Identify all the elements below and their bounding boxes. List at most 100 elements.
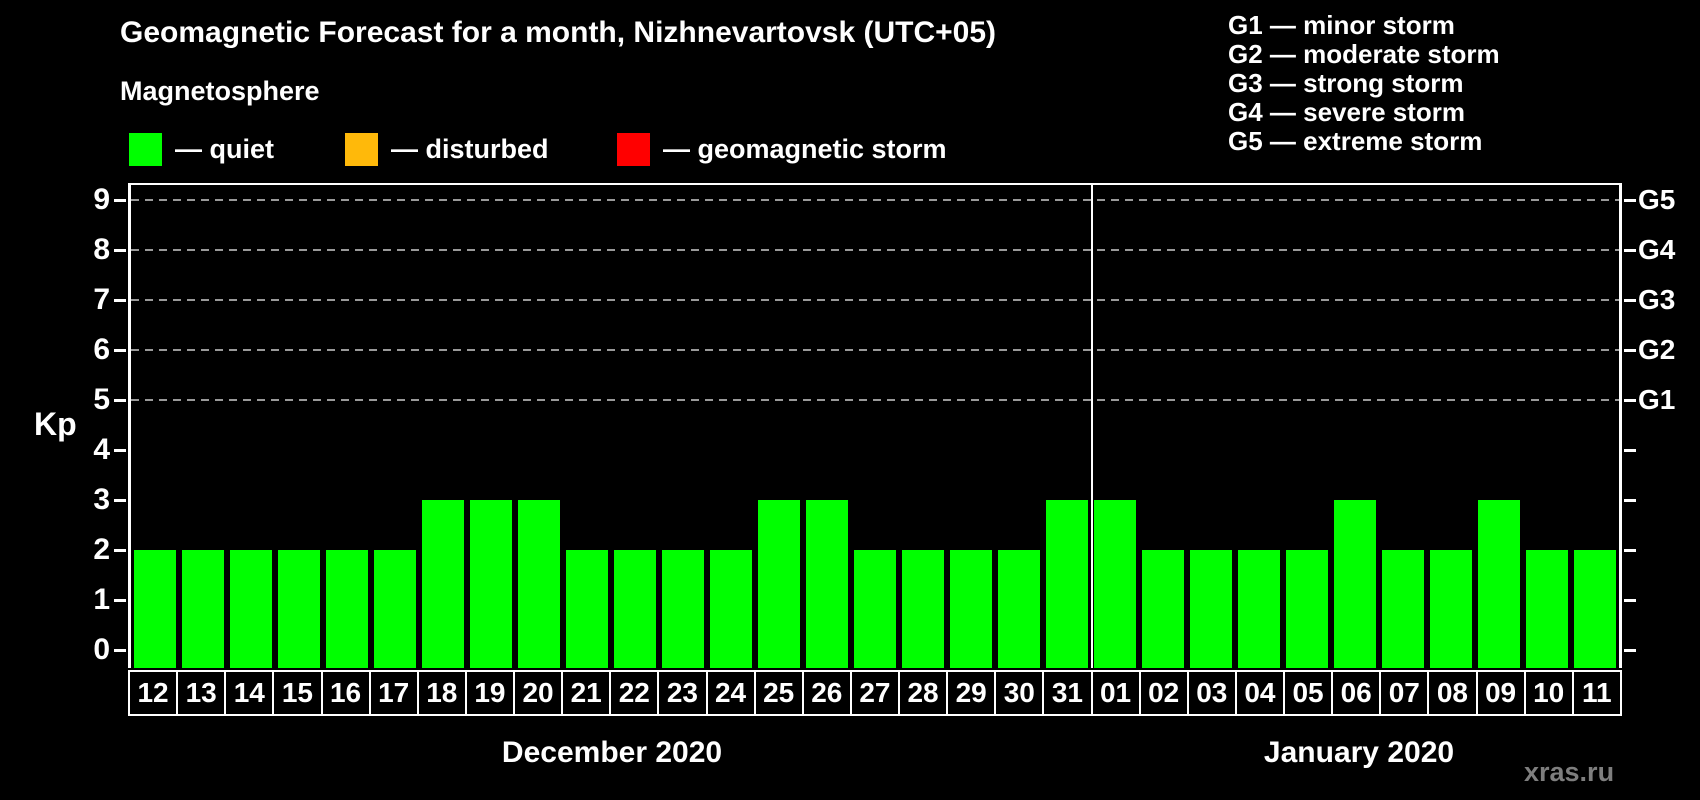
gridline-kp8 bbox=[131, 249, 1619, 251]
g-axis-label-G5: G5 bbox=[1638, 184, 1676, 215]
day-label-12: 12 bbox=[128, 670, 179, 716]
kp-bar-day-25 bbox=[758, 500, 800, 668]
axis-tick-right-kp2 bbox=[1624, 549, 1636, 552]
g-axis-label-G1: G1 bbox=[1638, 384, 1676, 415]
gridline-kp5 bbox=[131, 399, 1619, 401]
kp-bar-day-19 bbox=[470, 500, 512, 668]
kp-bar-day-07 bbox=[1382, 550, 1424, 668]
month-label-december: December 2020 bbox=[501, 736, 723, 769]
kp-bar-day-27 bbox=[854, 550, 896, 668]
axis-tick-left-kp6 bbox=[114, 349, 126, 352]
axis-tick-left-kp4 bbox=[114, 449, 126, 452]
day-label-29: 29 bbox=[946, 670, 997, 716]
kp-bar-day-09 bbox=[1478, 500, 1520, 668]
axis-tick-right-kp8 bbox=[1624, 249, 1636, 252]
day-label-23: 23 bbox=[657, 670, 708, 716]
kp-bar-day-12 bbox=[134, 550, 176, 668]
day-label-20: 20 bbox=[513, 670, 564, 716]
storm-label: — geomagnetic storm bbox=[663, 133, 947, 164]
y-tick-label-3: 3 bbox=[93, 483, 110, 516]
kp-bar-day-03 bbox=[1190, 550, 1232, 668]
page-title: Geomagnetic Forecast for a month, Nizhne… bbox=[120, 16, 997, 49]
quiet-color-swatch bbox=[129, 132, 162, 166]
axis-tick-right-kp4 bbox=[1624, 449, 1636, 452]
kp-bar-day-06 bbox=[1334, 500, 1376, 668]
day-label-08: 08 bbox=[1427, 670, 1478, 716]
day-label-01: 01 bbox=[1090, 670, 1141, 716]
day-label-18: 18 bbox=[416, 670, 467, 716]
y-tick-label-9: 9 bbox=[93, 183, 110, 216]
axis-tick-left-kp3 bbox=[114, 499, 126, 502]
kp-bar-day-20 bbox=[518, 500, 560, 668]
kp-bar-day-30 bbox=[998, 550, 1040, 668]
kp-bar-day-14 bbox=[230, 550, 272, 668]
day-label-07: 07 bbox=[1379, 670, 1430, 716]
kp-bar-day-17 bbox=[374, 550, 416, 668]
day-label-24: 24 bbox=[705, 670, 756, 716]
kp-bar-day-22 bbox=[614, 550, 656, 668]
axis-tick-right-kp3 bbox=[1624, 499, 1636, 502]
legend-item-quiet: — quiet bbox=[129, 130, 274, 168]
axis-tick-left-kp7 bbox=[114, 299, 126, 302]
day-label-row: 12 13 14 15 16 17 18 19 20 21 22 23 24 25 26 27 28 29 30 31… bbox=[128, 670, 1622, 716]
gridline-kp6 bbox=[131, 349, 1619, 351]
legend-item-storm: — geomagnetic storm bbox=[617, 130, 947, 168]
day-label-30: 30 bbox=[994, 670, 1045, 716]
month-label-january: January 2020 bbox=[1263, 736, 1455, 769]
legend-item-disturbed: — disturbed bbox=[345, 130, 549, 168]
day-label-10: 10 bbox=[1523, 670, 1574, 716]
day-label-03: 03 bbox=[1186, 670, 1237, 716]
kp-bar-day-31 bbox=[1046, 500, 1088, 668]
g-scale-legend: G1 — minor storm G2 — moderate storm G3 — … bbox=[1228, 11, 1500, 156]
kp-bar-day-15 bbox=[278, 550, 320, 668]
day-label-13: 13 bbox=[176, 670, 227, 716]
day-label-15: 15 bbox=[272, 670, 323, 716]
day-label-27: 27 bbox=[849, 670, 900, 716]
day-label-16: 16 bbox=[320, 670, 371, 716]
day-label-04: 04 bbox=[1234, 670, 1285, 716]
axis-tick-left-kp2 bbox=[114, 549, 126, 552]
g-axis-label-G3: G3 bbox=[1638, 284, 1676, 315]
g-axis-label-G2: G2 bbox=[1638, 334, 1676, 365]
y-tick-label-8: 8 bbox=[93, 233, 110, 266]
axis-tick-right-kp7 bbox=[1624, 299, 1636, 302]
y-tick-label-2: 2 bbox=[93, 533, 110, 566]
y-tick-label-0: 0 bbox=[93, 633, 110, 666]
axis-tick-left-kp8 bbox=[114, 249, 126, 252]
kp-bar-day-24 bbox=[710, 550, 752, 668]
kp-bar-day-16 bbox=[326, 550, 368, 668]
month-divider-line bbox=[1091, 185, 1093, 668]
day-label-22: 22 bbox=[609, 670, 660, 716]
axis-tick-right-kp0 bbox=[1624, 649, 1636, 652]
axis-tick-right-kp9 bbox=[1624, 199, 1636, 202]
day-label-28: 28 bbox=[898, 670, 949, 716]
kp-bar-day-01 bbox=[1094, 500, 1136, 668]
g-legend-line: G1 — minor storm bbox=[1228, 10, 1455, 40]
magnetosphere-label: Magnetosphere bbox=[120, 76, 320, 106]
disturbed-label: — disturbed bbox=[391, 133, 549, 164]
y-tick-label-5: 5 bbox=[93, 383, 110, 416]
kp-bar-day-05 bbox=[1286, 550, 1328, 668]
y-tick-label-1: 1 bbox=[93, 583, 110, 616]
plot-area bbox=[114, 183, 1636, 668]
kp-bar-day-28 bbox=[902, 550, 944, 668]
day-label-26: 26 bbox=[801, 670, 852, 716]
kp-bar-day-18 bbox=[422, 500, 464, 668]
day-label-31: 31 bbox=[1042, 670, 1093, 716]
g-legend-line: G4 — severe storm bbox=[1228, 97, 1466, 127]
kp-bar-day-21 bbox=[566, 550, 608, 668]
axis-tick-left-kp0 bbox=[114, 649, 126, 652]
disturbed-color-swatch bbox=[345, 132, 378, 166]
gridline-kp9 bbox=[131, 199, 1619, 201]
day-label-17: 17 bbox=[368, 670, 419, 716]
g-axis-label-G4: G4 bbox=[1638, 234, 1676, 265]
axis-tick-left-kp1 bbox=[114, 599, 126, 602]
y-tick-label-6: 6 bbox=[93, 333, 110, 366]
day-label-14: 14 bbox=[224, 670, 275, 716]
y-axis-title: Kp bbox=[34, 406, 77, 442]
kp-bar-day-13 bbox=[182, 550, 224, 668]
g-legend-line: G5 — extreme storm bbox=[1228, 126, 1483, 156]
day-label-19: 19 bbox=[464, 670, 515, 716]
kp-bar-day-02 bbox=[1142, 550, 1184, 668]
axis-tick-left-kp9 bbox=[114, 199, 126, 202]
